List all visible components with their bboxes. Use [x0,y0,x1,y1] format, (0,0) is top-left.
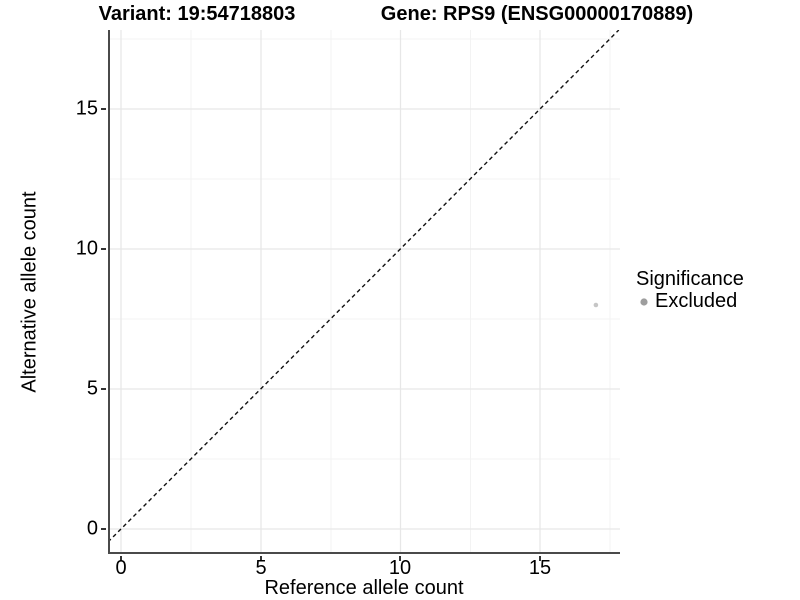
y-tick-label: 10 [75,237,98,260]
x-tick-label: 5 [255,557,267,579]
identity-reference-line [108,30,620,543]
plot-canvas [108,30,620,554]
y-tick-label: 15 [75,97,98,120]
x-tick-label: 0 [115,557,127,579]
plot-panel [108,30,620,554]
y-axis-title: Alternative allele count [18,191,41,393]
x-axis-title: Reference allele count [264,577,464,599]
x-tick-label: 15 [528,557,552,579]
grid-major [108,30,620,554]
y-tick-mark [101,388,106,390]
x-tick-label: 10 [388,557,412,579]
y-tick-mark [101,248,106,250]
grid-minor [108,30,620,554]
legend: Significance Excluded [636,268,744,312]
x-tick-mark [260,556,262,561]
axis-lines [108,30,620,554]
x-tick-mark [539,556,541,561]
legend-key-dot-icon [640,298,648,306]
legend-item-label: Excluded [655,290,738,312]
y-tick-mark [101,108,106,110]
x-tick-mark [120,556,122,561]
legend-title: Significance [636,268,744,290]
plot-title-gene: Gene: RPS9 (ENSG00000170889) [380,3,694,25]
data-point-excluded [593,302,599,308]
y-tick-label: 5 [86,377,98,400]
legend-item-excluded: Excluded [636,290,744,312]
y-tick-label: 0 [86,517,98,540]
plot-title-variant: Variant: 19:54718803 [98,3,296,25]
x-tick-mark [399,556,401,561]
y-tick-mark [101,528,106,530]
